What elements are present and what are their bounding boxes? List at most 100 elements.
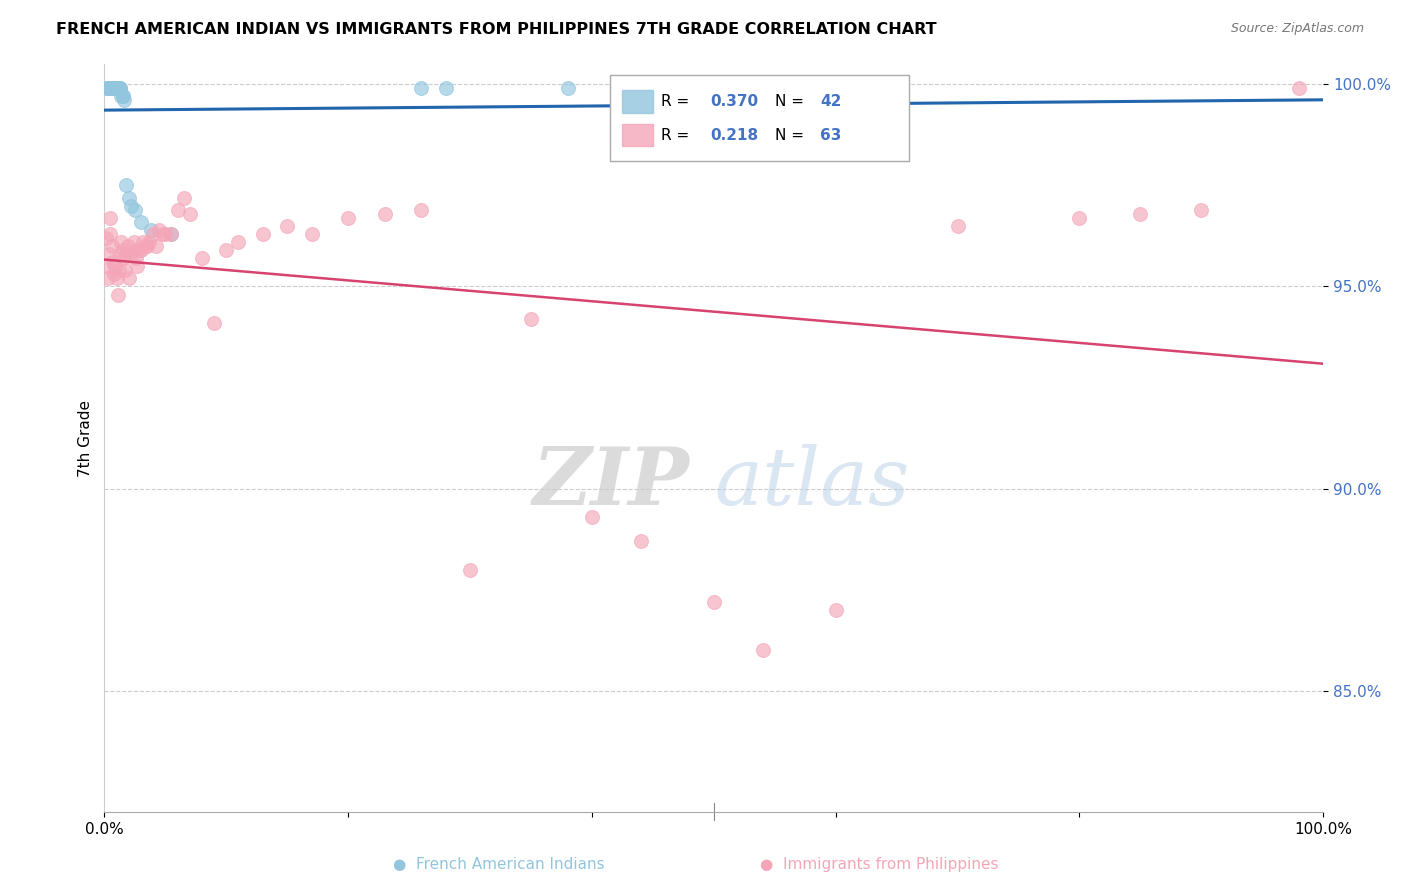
Bar <box>623 90 652 112</box>
Point <box>1129 207 1152 221</box>
Text: atlas: atlas <box>714 444 910 522</box>
Point <box>630 534 652 549</box>
Point <box>120 198 142 212</box>
Text: 0.218: 0.218 <box>710 128 758 143</box>
Point <box>103 81 125 95</box>
Point <box>100 211 122 225</box>
Text: R =: R = <box>661 94 695 109</box>
Point <box>110 81 132 95</box>
Point <box>946 219 969 233</box>
Point <box>105 271 128 285</box>
Point <box>135 239 157 253</box>
Point <box>301 227 323 241</box>
Point <box>117 239 139 253</box>
Point <box>97 81 120 95</box>
Point <box>114 263 136 277</box>
Point <box>107 81 129 95</box>
Point <box>1069 211 1091 225</box>
Point <box>202 316 225 330</box>
Text: Source: ZipAtlas.com: Source: ZipAtlas.com <box>1230 22 1364 36</box>
Point <box>751 643 773 657</box>
Point <box>100 81 122 95</box>
Point <box>1189 202 1212 217</box>
Text: R =: R = <box>661 128 699 143</box>
Point <box>1288 81 1310 95</box>
Bar <box>623 124 652 146</box>
Point <box>100 81 122 95</box>
Point <box>111 243 134 257</box>
Point <box>101 255 124 269</box>
Y-axis label: 7th Grade: 7th Grade <box>79 400 93 476</box>
Point <box>148 223 170 237</box>
Point <box>107 287 129 301</box>
Point <box>105 81 128 95</box>
Point <box>276 219 298 233</box>
Point <box>115 247 138 261</box>
Point <box>100 81 122 95</box>
Point <box>100 81 122 95</box>
Point <box>103 81 125 95</box>
Point <box>103 268 125 282</box>
Text: ●  Immigrants from Philippines: ● Immigrants from Philippines <box>759 857 998 872</box>
Point <box>101 81 124 95</box>
Point <box>100 227 122 241</box>
Point <box>115 178 138 193</box>
Point <box>111 89 134 103</box>
Point <box>108 263 131 277</box>
Point <box>434 81 457 95</box>
Point <box>128 243 150 257</box>
Text: ZIP: ZIP <box>533 444 689 522</box>
Point <box>129 215 152 229</box>
Point <box>520 311 543 326</box>
Point <box>110 247 132 261</box>
Point <box>824 603 846 617</box>
Point <box>125 251 148 265</box>
Point <box>581 510 603 524</box>
Point <box>155 227 177 241</box>
Point <box>411 81 433 95</box>
Point <box>103 81 125 95</box>
Point <box>97 81 120 95</box>
Point <box>145 239 167 253</box>
Point <box>136 239 159 253</box>
Point <box>122 235 145 249</box>
Point <box>337 211 360 225</box>
Point <box>94 231 117 245</box>
Text: 0.370: 0.370 <box>710 94 758 109</box>
Point <box>120 247 142 261</box>
Point <box>108 81 131 95</box>
Point <box>374 207 396 221</box>
Point <box>160 227 183 241</box>
Text: ●  French American Indians: ● French American Indians <box>394 857 605 872</box>
Point <box>124 202 146 217</box>
Point <box>166 202 188 217</box>
Point <box>101 81 124 95</box>
Point <box>127 259 149 273</box>
Point <box>160 227 183 241</box>
Point <box>703 595 725 609</box>
Point <box>118 271 141 285</box>
Point <box>110 81 132 95</box>
Text: FRENCH AMERICAN INDIAN VS IMMIGRANTS FROM PHILIPPINES 7TH GRADE CORRELATION CHAR: FRENCH AMERICAN INDIAN VS IMMIGRANTS FRO… <box>56 22 936 37</box>
Point <box>132 235 155 249</box>
Point <box>98 81 121 95</box>
Text: 42: 42 <box>820 94 841 109</box>
FancyBboxPatch shape <box>610 75 908 161</box>
Point <box>96 259 118 273</box>
Point <box>142 227 165 241</box>
Point <box>129 243 152 257</box>
Text: N =: N = <box>775 94 808 109</box>
Point <box>104 81 127 95</box>
Point <box>173 190 195 204</box>
Point <box>100 239 122 253</box>
Point <box>252 227 274 241</box>
Point <box>110 89 132 103</box>
Point <box>110 235 132 249</box>
Point <box>105 81 128 95</box>
Point <box>100 81 122 95</box>
Point <box>179 207 201 221</box>
Point <box>105 81 128 95</box>
Point <box>191 251 214 265</box>
Point <box>228 235 250 249</box>
Point <box>215 243 238 257</box>
